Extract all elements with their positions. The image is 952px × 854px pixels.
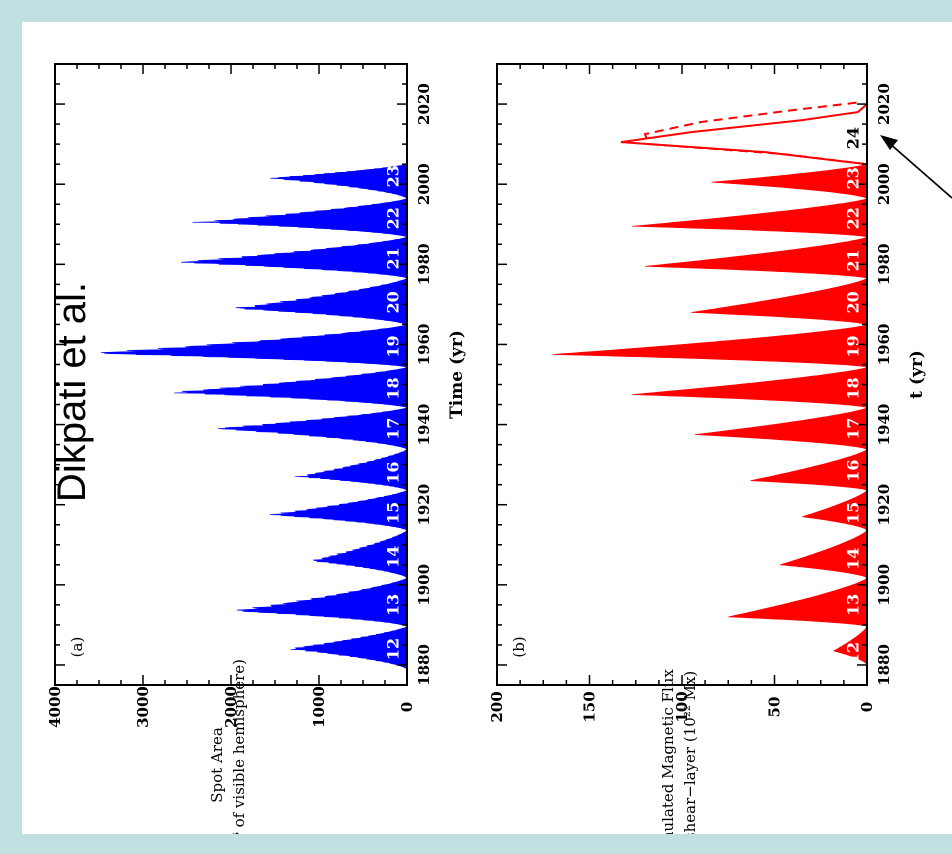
cycle-label-21: 21 — [384, 247, 403, 269]
cycle-label-22: 22 — [844, 207, 863, 229]
cycle-label-19: 19 — [844, 335, 863, 357]
panel-b-ylabel: Simulated Magnetic Flux — [659, 669, 677, 834]
cycle-area-13 — [728, 577, 868, 627]
cycle-label-16: 16 — [844, 460, 863, 482]
x-tick-label: 1880 — [415, 644, 433, 686]
x-tick-label: 1940 — [415, 404, 433, 446]
cycle-area-23 — [270, 163, 408, 199]
cycle-label-23: 23 — [384, 165, 403, 187]
panel-a-xlabel: Time (yr) — [447, 330, 467, 419]
cycle-area-22 — [192, 198, 408, 238]
cycle-label-19: 19 — [384, 335, 403, 357]
y-tick-label: 200 — [488, 691, 506, 722]
cycle-area-19 — [100, 324, 408, 368]
x-tick-label: 1900 — [875, 564, 893, 606]
panel-b-ylabel-2: in shear−layer (10²² Mx) — [681, 671, 699, 834]
panel-a-ylabel-2: (10⁻⁶ of visible hemisphere) — [230, 659, 248, 834]
y-tick-label: 100 — [673, 691, 691, 722]
y-tick-label: 0 — [398, 702, 416, 712]
cycle-label-12: 12 — [384, 638, 403, 660]
cycle-area-17 — [694, 407, 868, 450]
cycle-label-15: 15 — [384, 502, 403, 524]
cycle-area-14 — [779, 530, 868, 579]
cycle-label-14: 14 — [384, 546, 403, 568]
figure: 1213141516171819202122231880190019201940… — [46, 63, 952, 834]
cycle-area-15 — [269, 490, 408, 532]
cycle-label-20: 20 — [844, 291, 863, 313]
cycle-label-13: 13 — [384, 594, 403, 616]
y-tick-label: 3000 — [134, 686, 152, 728]
y-tick-label: 150 — [581, 691, 599, 722]
x-tick-label: 1880 — [875, 644, 893, 686]
cycle-area-21 — [644, 236, 868, 279]
cycle-area-12 — [290, 625, 408, 671]
x-tick-label: 1980 — [875, 243, 893, 285]
cycle-area-21 — [180, 236, 408, 279]
cycle-area-18 — [174, 367, 408, 409]
x-tick-label: 1940 — [875, 404, 893, 446]
x-tick-label: 2000 — [415, 163, 433, 205]
x-tick-label: 2020 — [875, 83, 893, 125]
x-tick-label: 1960 — [415, 324, 433, 366]
panel-a — [54, 63, 408, 686]
cycle-area-23 — [711, 163, 868, 199]
y-tick-label: 4000 — [46, 686, 64, 728]
x-tick-label: 1980 — [415, 243, 433, 285]
cycle-area-22 — [631, 198, 868, 238]
cycle-label-13: 13 — [844, 594, 863, 616]
panel-b-xlabel: t (yr) — [907, 350, 927, 399]
y-tick-label: 2000 — [222, 686, 240, 728]
x-tick-label: 1960 — [875, 324, 893, 366]
cycle-area-12 — [832, 626, 868, 666]
cycle-label-20: 20 — [384, 291, 403, 313]
y-tick-label: 1000 — [310, 686, 328, 728]
cycle-area-18 — [631, 367, 868, 409]
cycle-label-17: 17 — [384, 417, 403, 439]
y-tick-label: 50 — [766, 697, 784, 718]
x-tick-label: 1900 — [415, 564, 433, 606]
x-tick-label: 2020 — [415, 83, 433, 125]
cycle-area-19 — [552, 324, 868, 368]
cycle-label-18: 18 — [384, 377, 403, 399]
forecast-dashed-line — [643, 101, 868, 166]
cycle-area-20 — [235, 277, 408, 326]
arrow-head — [880, 135, 898, 150]
x-tick-label: 1920 — [875, 484, 893, 526]
cycle-label-23: 23 — [844, 167, 863, 189]
cycle-area-14 — [312, 530, 408, 579]
panel-b — [496, 63, 868, 686]
cycle-area-16 — [295, 448, 408, 492]
cycle-label-14: 14 — [844, 548, 863, 570]
cycle-label-16: 16 — [384, 462, 403, 484]
x-tick-label: 1920 — [415, 484, 433, 526]
cycle-label-21: 21 — [844, 249, 863, 271]
cycle-label-22: 22 — [384, 207, 403, 229]
cycle-area-13 — [236, 577, 408, 627]
cycle-label-15: 15 — [844, 502, 863, 524]
cycle-label-18: 18 — [844, 377, 863, 399]
arrow-line — [887, 141, 952, 199]
forecast-solid-line — [620, 103, 868, 166]
x-tick-label: 2000 — [875, 163, 893, 205]
cycle-label-17: 17 — [844, 417, 863, 439]
panel-a-label: (a) — [68, 637, 86, 658]
credit-label: Dikpati et al. — [50, 281, 94, 503]
cycle-label-12: 12 — [844, 642, 863, 664]
slide: 12 13 14 15 16 17 18 19 20 21 22 23 1880 1900 1920 1940… — [22, 22, 952, 834]
cycle-area-15 — [802, 490, 868, 531]
panel-a-ylabel: Spot Area — [208, 727, 226, 803]
panel-b-label: (b) — [510, 636, 528, 657]
cycle-area-20 — [691, 277, 868, 326]
cycle-area-17 — [217, 407, 408, 450]
cycle-label-24: 24 — [844, 127, 863, 149]
forecast-arrow — [880, 135, 952, 199]
y-tick-label: 0 — [858, 702, 876, 712]
cycle-area-16 — [750, 448, 868, 492]
